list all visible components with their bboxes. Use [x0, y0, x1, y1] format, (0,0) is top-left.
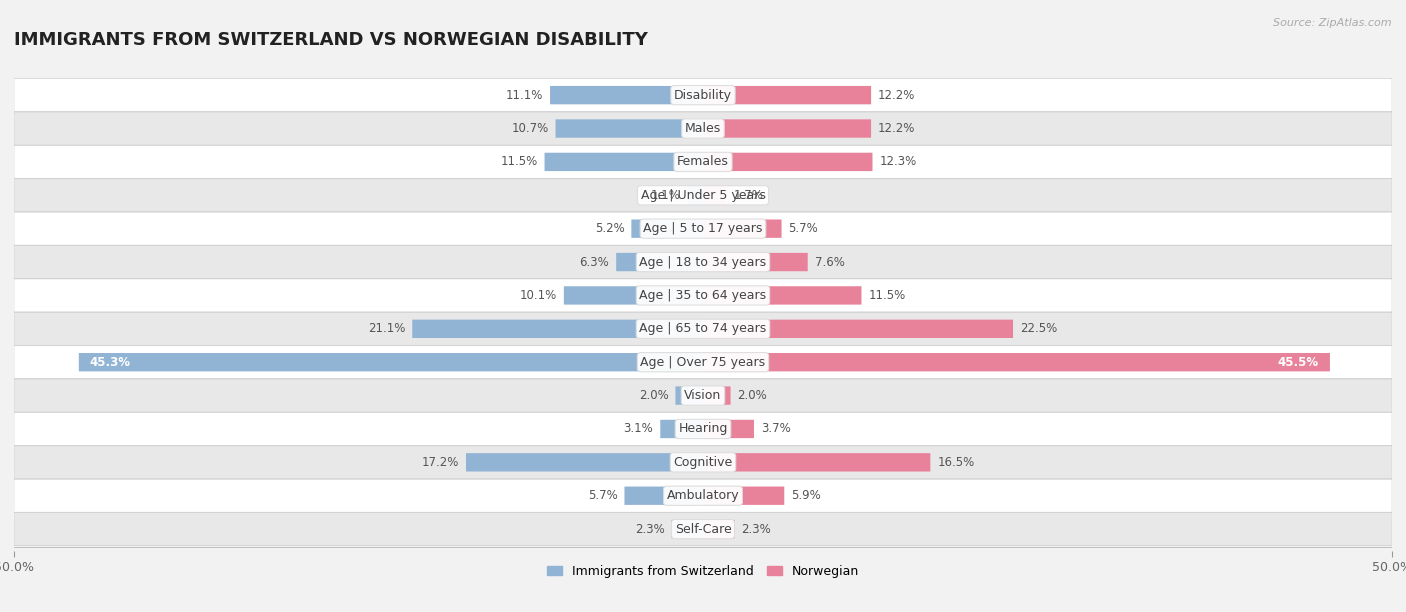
Text: 2.0%: 2.0% [738, 389, 768, 402]
Text: Age | Over 75 years: Age | Over 75 years [641, 356, 765, 368]
Text: Age | 18 to 34 years: Age | 18 to 34 years [640, 256, 766, 269]
FancyBboxPatch shape [465, 453, 703, 471]
FancyBboxPatch shape [14, 513, 1392, 546]
Text: 10.7%: 10.7% [512, 122, 548, 135]
Text: 17.2%: 17.2% [422, 456, 460, 469]
FancyBboxPatch shape [14, 112, 1392, 145]
Text: Vision: Vision [685, 389, 721, 402]
Text: 5.2%: 5.2% [595, 222, 624, 235]
Text: 6.3%: 6.3% [579, 256, 609, 269]
FancyBboxPatch shape [14, 179, 1392, 212]
Text: 7.6%: 7.6% [814, 256, 845, 269]
Text: 5.9%: 5.9% [792, 489, 821, 502]
Text: Males: Males [685, 122, 721, 135]
Text: 1.7%: 1.7% [734, 188, 763, 202]
FancyBboxPatch shape [703, 186, 727, 204]
FancyBboxPatch shape [703, 487, 785, 505]
Text: 16.5%: 16.5% [938, 456, 974, 469]
Text: Females: Females [678, 155, 728, 168]
FancyBboxPatch shape [688, 186, 703, 204]
FancyBboxPatch shape [703, 253, 807, 271]
Text: 12.2%: 12.2% [877, 89, 915, 102]
FancyBboxPatch shape [661, 420, 703, 438]
Text: 5.7%: 5.7% [588, 489, 617, 502]
Text: 11.1%: 11.1% [506, 89, 543, 102]
Text: 21.1%: 21.1% [368, 323, 405, 335]
FancyBboxPatch shape [14, 146, 1392, 179]
Legend: Immigrants from Switzerland, Norwegian: Immigrants from Switzerland, Norwegian [543, 560, 863, 583]
Text: Age | Under 5 years: Age | Under 5 years [641, 188, 765, 202]
FancyBboxPatch shape [703, 353, 1330, 371]
FancyBboxPatch shape [703, 520, 735, 539]
Text: 2.3%: 2.3% [634, 523, 665, 536]
FancyBboxPatch shape [624, 487, 703, 505]
Text: 3.1%: 3.1% [624, 422, 654, 436]
FancyBboxPatch shape [14, 479, 1392, 512]
Text: 12.3%: 12.3% [879, 155, 917, 168]
Text: Source: ZipAtlas.com: Source: ZipAtlas.com [1274, 18, 1392, 28]
Text: 45.3%: 45.3% [90, 356, 131, 368]
FancyBboxPatch shape [703, 319, 1012, 338]
FancyBboxPatch shape [14, 379, 1392, 412]
FancyBboxPatch shape [703, 386, 731, 405]
FancyBboxPatch shape [544, 153, 703, 171]
FancyBboxPatch shape [14, 346, 1392, 379]
Text: 12.2%: 12.2% [877, 122, 915, 135]
FancyBboxPatch shape [14, 279, 1392, 312]
FancyBboxPatch shape [79, 353, 703, 371]
Text: 1.1%: 1.1% [651, 188, 681, 202]
Text: Ambulatory: Ambulatory [666, 489, 740, 502]
FancyBboxPatch shape [14, 446, 1392, 479]
Text: 10.1%: 10.1% [520, 289, 557, 302]
Text: 11.5%: 11.5% [869, 289, 905, 302]
FancyBboxPatch shape [703, 453, 931, 471]
FancyBboxPatch shape [14, 312, 1392, 345]
Text: 2.0%: 2.0% [638, 389, 669, 402]
Text: Age | 65 to 74 years: Age | 65 to 74 years [640, 323, 766, 335]
FancyBboxPatch shape [703, 286, 862, 305]
Text: 3.7%: 3.7% [761, 422, 790, 436]
FancyBboxPatch shape [703, 420, 754, 438]
FancyBboxPatch shape [671, 520, 703, 539]
FancyBboxPatch shape [412, 319, 703, 338]
Text: Age | 5 to 17 years: Age | 5 to 17 years [644, 222, 762, 235]
Text: Self-Care: Self-Care [675, 523, 731, 536]
Text: 5.7%: 5.7% [789, 222, 818, 235]
Text: 2.3%: 2.3% [741, 523, 772, 536]
FancyBboxPatch shape [703, 119, 872, 138]
FancyBboxPatch shape [703, 153, 873, 171]
FancyBboxPatch shape [675, 386, 703, 405]
Text: IMMIGRANTS FROM SWITZERLAND VS NORWEGIAN DISABILITY: IMMIGRANTS FROM SWITZERLAND VS NORWEGIAN… [14, 31, 648, 48]
FancyBboxPatch shape [616, 253, 703, 271]
Text: Age | 35 to 64 years: Age | 35 to 64 years [640, 289, 766, 302]
FancyBboxPatch shape [703, 220, 782, 238]
Text: Disability: Disability [673, 89, 733, 102]
FancyBboxPatch shape [14, 212, 1392, 245]
Text: 11.5%: 11.5% [501, 155, 537, 168]
FancyBboxPatch shape [555, 119, 703, 138]
FancyBboxPatch shape [564, 286, 703, 305]
FancyBboxPatch shape [14, 245, 1392, 278]
FancyBboxPatch shape [631, 220, 703, 238]
Text: 22.5%: 22.5% [1019, 323, 1057, 335]
FancyBboxPatch shape [14, 78, 1392, 111]
Text: 45.5%: 45.5% [1278, 356, 1319, 368]
FancyBboxPatch shape [550, 86, 703, 104]
FancyBboxPatch shape [703, 86, 872, 104]
FancyBboxPatch shape [14, 412, 1392, 446]
Text: Hearing: Hearing [678, 422, 728, 436]
Text: Cognitive: Cognitive [673, 456, 733, 469]
